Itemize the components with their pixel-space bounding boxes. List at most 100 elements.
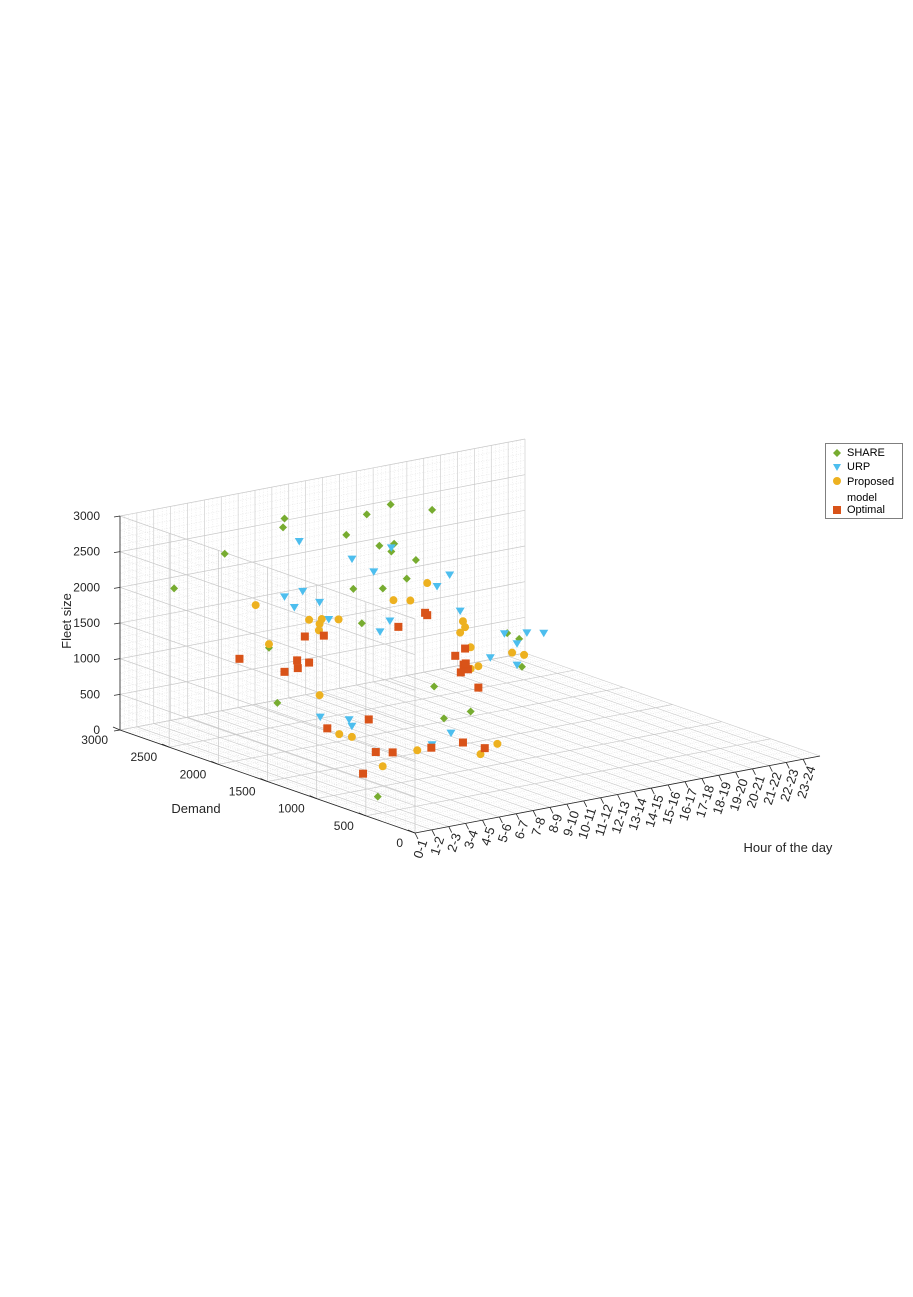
floor-grid-line (191, 716, 487, 820)
x-tick-mark (600, 797, 604, 804)
floor-grid-line (465, 664, 762, 768)
data-point-proposed-model (389, 596, 398, 605)
data-point-optimal (280, 667, 289, 676)
y-tick-label: 500 (334, 819, 354, 833)
data-point-optimal (235, 654, 244, 663)
data-point-urp (347, 555, 357, 564)
floor-grid-line (229, 708, 525, 813)
data-point-optimal (474, 683, 483, 692)
legend-item: Proposed model (832, 474, 905, 506)
data-point-share (373, 792, 382, 801)
z-tick-mark (113, 658, 121, 661)
data-point-urp (445, 571, 455, 580)
data-point-optimal (319, 631, 328, 640)
y-tick-label: 3000 (81, 733, 108, 747)
floor-grid-line (520, 653, 816, 757)
data-point-share (430, 682, 439, 691)
y-axis-label: Demand (171, 801, 220, 816)
data-point-urp (446, 729, 456, 738)
floor-grid-line (183, 717, 479, 822)
data-point-urp (512, 661, 522, 670)
floor-grid-line (453, 666, 749, 770)
x-tick-mark (431, 829, 436, 836)
floor-grid-line (347, 686, 643, 790)
z-tick-label: 0 (93, 723, 100, 737)
floor-grid-line (381, 680, 677, 784)
triangle-down-marker-icon (833, 464, 841, 471)
data-point-proposed-model (423, 579, 432, 588)
floor-grid-line (512, 655, 808, 759)
data-point-optimal (293, 664, 302, 673)
data-point-urp (289, 604, 299, 612)
floor-grid-line (195, 715, 492, 819)
floor-grid-line (474, 662, 770, 766)
floor-grid-line (242, 706, 538, 810)
floor-grid-line (305, 694, 601, 798)
data-point-share (220, 549, 229, 558)
x-tick-mark (802, 759, 807, 766)
data-point-optimal (388, 748, 397, 757)
data-point-urp (485, 654, 495, 662)
floor-grid-line (157, 722, 454, 826)
data-point-urp (298, 587, 308, 596)
data-point-proposed-model (264, 640, 273, 649)
legend-item: URP (832, 460, 870, 474)
z-axis-label: Fleet size (59, 593, 74, 649)
z-tick-label: 3000 (73, 509, 100, 523)
floor-grid-line (284, 698, 580, 802)
data-point-proposed-model (315, 691, 324, 700)
data-point-optimal (451, 651, 460, 660)
floor-grid-line (238, 707, 534, 811)
data-point-share (362, 510, 371, 519)
floor-grid-line (301, 695, 597, 799)
floor-grid-line (499, 657, 795, 762)
floor-grid-line (136, 726, 432, 831)
data-point-optimal (323, 724, 332, 733)
square-marker-icon (833, 506, 841, 514)
data-point-proposed-model (335, 730, 344, 739)
z-tick-mark (113, 729, 121, 732)
floor-grid-line (516, 654, 812, 758)
data-point-urp (386, 544, 396, 552)
x-tick-label: 23-24 (794, 764, 819, 800)
data-point-urp (324, 616, 334, 624)
data-point-urp (499, 630, 509, 638)
data-point-proposed-model (251, 601, 260, 610)
z-tick-mark (113, 586, 121, 589)
floor-grid-line (322, 691, 618, 795)
y-tick-label: 2000 (180, 767, 207, 781)
x-tick-mark (667, 784, 672, 792)
data-point-urp (385, 617, 395, 626)
floor-grid-line (508, 655, 804, 760)
x-tick-label: 3-4 (461, 828, 481, 851)
data-point-share (375, 541, 384, 550)
data-point-proposed-model (315, 619, 324, 628)
floor-grid-line (233, 708, 529, 812)
data-point-share (170, 584, 179, 593)
data-point-optimal (458, 738, 467, 747)
z-tick-mark (113, 515, 121, 518)
data-point-optimal (480, 744, 489, 753)
floor-grid-line (389, 678, 686, 782)
floor-grid-line (356, 684, 652, 789)
data-point-urp (315, 598, 325, 607)
data-point-proposed-model (461, 623, 470, 632)
legend-marker (833, 477, 841, 485)
y-tick-label: 1500 (229, 785, 256, 799)
floor-grid-line (216, 711, 513, 815)
floor-grid-line (254, 704, 551, 808)
floor-grid-line (495, 658, 791, 762)
data-point-urp (347, 722, 357, 731)
x-tick-mark (701, 778, 706, 785)
x-tick-label: 7-8 (528, 815, 548, 838)
data-point-optimal (293, 656, 302, 665)
z-tick-mark (113, 622, 121, 625)
floor-grid-line (263, 702, 559, 806)
floor-grid-line (368, 682, 664, 786)
x-tick-mark (549, 807, 554, 814)
x-axis-label: Hour of the day (744, 840, 833, 855)
legend-label: Optimal (847, 504, 885, 516)
x-tick-label: 5-6 (495, 822, 515, 845)
data-point-share (279, 523, 288, 532)
